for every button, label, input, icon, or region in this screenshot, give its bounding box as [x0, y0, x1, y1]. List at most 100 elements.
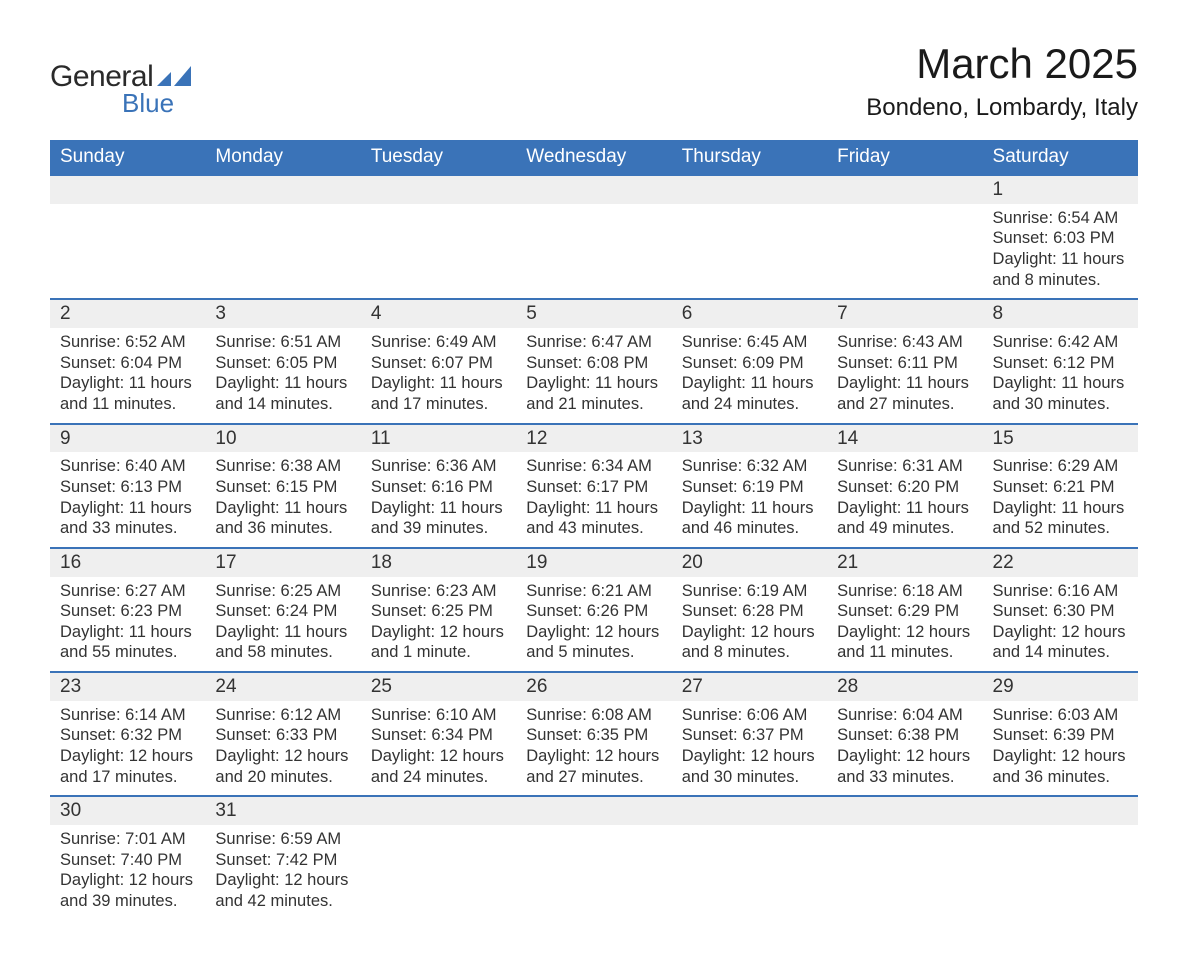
day-data-line: and 21 minutes. — [526, 394, 661, 415]
day-data-line: Daylight: 11 hours — [526, 373, 661, 394]
day-data-line: Sunset: 6:16 PM — [371, 477, 506, 498]
day-data-line: Sunrise: 6:21 AM — [526, 581, 661, 602]
day-detail-row: Sunrise: 6:14 AMSunset: 6:32 PM Daylight:… — [50, 701, 1138, 797]
day-detail-cell: Sunrise: 6:45 AMSunset: 6:09 PMDaylight:… — [672, 328, 827, 424]
day-data-line: Daylight: 12 hours — [682, 746, 817, 767]
day-detail-cell: Sunrise: 6:59 AMSunset: 7:42 PMDaylight:… — [205, 825, 360, 920]
day-number-cell: 28 — [827, 672, 982, 701]
day-detail-cell: Sunrise: 6:06 AMSunset: 6:37 PMDaylight:… — [672, 701, 827, 797]
day-detail-cell: Sunrise: 6:42 AMSunset: 6:12 PMDaylight:… — [983, 328, 1138, 424]
day-data-line: and 33 minutes. — [837, 767, 972, 788]
day-data-line: Sunset: 6:34 PM — [371, 725, 506, 746]
day-data-line: Daylight: 12 hours — [837, 746, 972, 767]
day-number-cell: 9 — [50, 424, 205, 453]
day-detail-row: Sunrise: 6:40 AMSunset: 6:13 PMDaylight:… — [50, 452, 1138, 548]
day-detail-cell: Sunrise: 6:03 AMSunset: 6:39 PMDaylight:… — [983, 701, 1138, 797]
day-data-line: Daylight: 11 hours — [837, 498, 972, 519]
location: Bondeno, Lombardy, Italy — [866, 94, 1138, 122]
day-data-line: and 24 minutes. — [371, 767, 506, 788]
day-detail-cell: Sunrise: 6:18 AMSunset: 6:29 PMDaylight:… — [827, 577, 982, 673]
day-detail-cell: Sunrise: 6:40 AMSunset: 6:13 PMDaylight:… — [50, 452, 205, 548]
day-number-cell: 7 — [827, 299, 982, 328]
day-number-cell: 19 — [516, 548, 671, 577]
day-number-row: 1 — [50, 175, 1138, 204]
day-number-row: 16171819202122 — [50, 548, 1138, 577]
weekday-header: Friday — [827, 140, 982, 175]
day-detail-cell: Sunrise: 6:52 AMSunset: 6:04 PMDaylight:… — [50, 328, 205, 424]
day-number-cell: 23 — [50, 672, 205, 701]
day-number-cell — [361, 796, 516, 825]
day-data-line: Sunset: 6:08 PM — [526, 353, 661, 374]
day-number-cell: 16 — [50, 548, 205, 577]
day-number-cell: 4 — [361, 299, 516, 328]
day-data-line: Sunrise: 6:08 AM — [526, 705, 661, 726]
day-data-line: Daylight: 12 hours — [215, 746, 350, 767]
day-number-cell — [516, 796, 671, 825]
day-data-line: Daylight: 11 hours — [526, 498, 661, 519]
day-data-line: and 36 minutes. — [993, 767, 1128, 788]
day-data-line: Sunrise: 6:31 AM — [837, 456, 972, 477]
day-data-line: Sunset: 6:11 PM — [837, 353, 972, 374]
day-data-line: and 17 minutes. — [371, 394, 506, 415]
day-data-line: Sunrise: 6:59 AM — [215, 829, 350, 850]
day-data-line: Sunset: 6:32 PM — [60, 725, 195, 746]
day-data-line: Sunset: 6:28 PM — [682, 601, 817, 622]
day-data-line: Daylight: 12 hours — [993, 622, 1128, 643]
day-data-line: Sunrise: 6:06 AM — [682, 705, 817, 726]
weekday-header: Sunday — [50, 140, 205, 175]
day-data-line: Sunset: 6:19 PM — [682, 477, 817, 498]
day-data-line: Sunrise: 6:14 AM — [60, 705, 195, 726]
day-data-line: and 43 minutes. — [526, 518, 661, 539]
day-detail-cell — [672, 204, 827, 300]
day-detail-cell: Sunrise: 6:51 AMSunset: 6:05 PMDaylight:… — [205, 328, 360, 424]
day-data-line: Sunrise: 6:27 AM — [60, 581, 195, 602]
day-data-line: Daylight: 12 hours — [526, 622, 661, 643]
day-data-line: and 52 minutes. — [993, 518, 1128, 539]
day-data-line: Daylight: 11 hours — [993, 249, 1128, 270]
weekday-header: Thursday — [672, 140, 827, 175]
weekday-header-row: Sunday Monday Tuesday Wednesday Thursday… — [50, 140, 1138, 175]
day-data-line: Sunset: 6:33 PM — [215, 725, 350, 746]
day-data-line: Sunrise: 6:12 AM — [215, 705, 350, 726]
day-detail-cell: Sunrise: 6:34 AMSunset: 6:17 PMDaylight:… — [516, 452, 671, 548]
day-data-line: Sunset: 6:35 PM — [526, 725, 661, 746]
month-title: March 2025 — [866, 40, 1138, 88]
day-data-line: Sunset: 6:12 PM — [993, 353, 1128, 374]
day-data-line: and 11 minutes. — [837, 642, 972, 663]
day-data-line: Sunrise: 6:19 AM — [682, 581, 817, 602]
day-detail-cell — [827, 204, 982, 300]
day-detail-cell — [205, 204, 360, 300]
day-data-line: and 49 minutes. — [837, 518, 972, 539]
day-data-line: Daylight: 12 hours — [837, 622, 972, 643]
day-detail-cell: Sunrise: 6:08 AMSunset: 6:35 PMDaylight:… — [516, 701, 671, 797]
day-data-line: Sunrise: 6:23 AM — [371, 581, 506, 602]
brand-logo: General Blue — [50, 60, 191, 119]
day-data-line: and 14 minutes. — [993, 642, 1128, 663]
day-data-line: Daylight: 11 hours — [993, 498, 1128, 519]
day-data-line: Sunset: 6:37 PM — [682, 725, 817, 746]
day-number-cell: 22 — [983, 548, 1138, 577]
day-data-line: Sunset: 6:07 PM — [371, 353, 506, 374]
day-number-cell: 14 — [827, 424, 982, 453]
day-number-cell: 11 — [361, 424, 516, 453]
day-number-cell — [672, 175, 827, 204]
day-data-line: and 39 minutes. — [371, 518, 506, 539]
day-data-line: Sunrise: 6:40 AM — [60, 456, 195, 477]
weekday-header: Monday — [205, 140, 360, 175]
day-data-line: Daylight: 11 hours — [682, 373, 817, 394]
day-data-line: and 24 minutes. — [682, 394, 817, 415]
day-data-line: and 20 minutes. — [215, 767, 350, 788]
day-detail-cell: Sunrise: 6:29 AMSunset: 6:21 PMDaylight:… — [983, 452, 1138, 548]
day-number-cell: 3 — [205, 299, 360, 328]
day-detail-row: Sunrise: 6:54 AMSunset: 6:03 PMDaylight:… — [50, 204, 1138, 300]
day-detail-cell: Sunrise: 6:10 AMSunset: 6:34 PMDaylight:… — [361, 701, 516, 797]
day-number-cell — [672, 796, 827, 825]
day-data-line: and 5 minutes. — [526, 642, 661, 663]
day-data-line: and 11 minutes. — [60, 394, 195, 415]
day-number-row: 9101112131415 — [50, 424, 1138, 453]
day-data-line: Sunset: 6:29 PM — [837, 601, 972, 622]
day-data-line: and 55 minutes. — [60, 642, 195, 663]
day-detail-cell: Sunrise: 6:36 AMSunset: 6:16 PMDaylight:… — [361, 452, 516, 548]
day-data-line: and 58 minutes. — [215, 642, 350, 663]
day-data-line: Sunset: 6:20 PM — [837, 477, 972, 498]
